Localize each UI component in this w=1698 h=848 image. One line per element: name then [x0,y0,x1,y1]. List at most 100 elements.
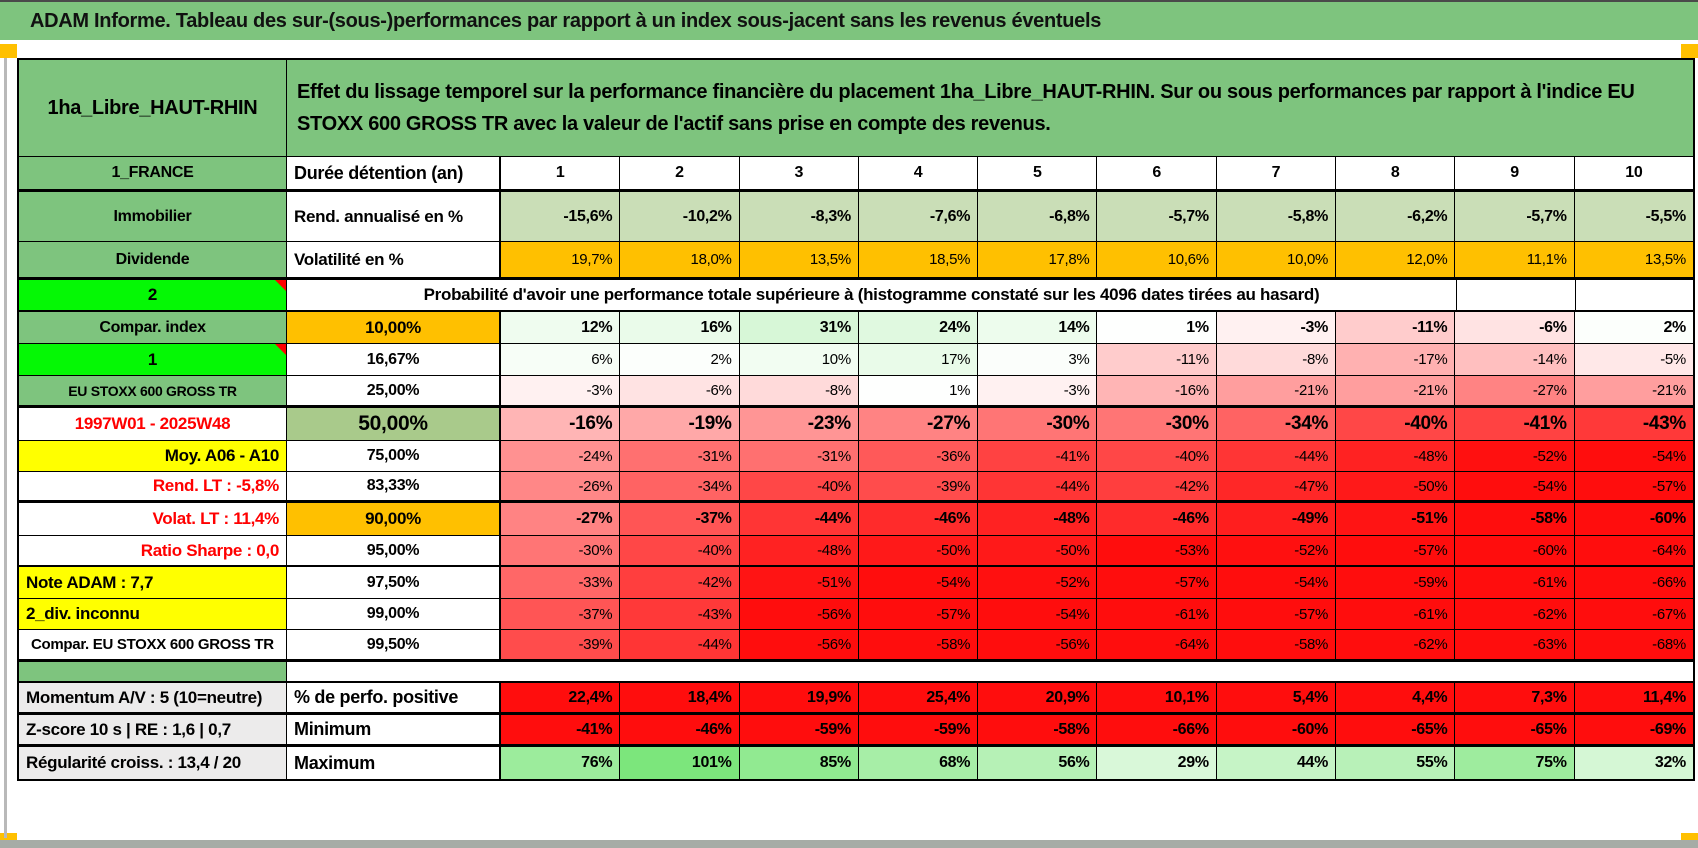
data-cell[interactable]: -6% [620,376,740,405]
data-cell[interactable]: 17,8% [978,242,1098,277]
row-subheader[interactable]: 95,00% [287,536,501,565]
data-cell[interactable]: 8 [1336,157,1456,189]
row-label[interactable]: Rend. LT : -5,8% [19,472,287,500]
data-cell[interactable]: -58% [1455,503,1575,535]
data-cell[interactable]: 3 [740,157,859,189]
row-subheader[interactable]: 50,00% [287,408,501,440]
data-cell[interactable]: 3% [978,344,1098,375]
data-cell[interactable]: 29% [1097,747,1217,779]
data-cell[interactable]: -43% [1574,408,1693,440]
data-cell[interactable]: -40% [620,536,740,565]
data-cell[interactable]: 4,4% [1336,683,1456,712]
empty-cell[interactable] [1576,280,1694,310]
data-cell[interactable]: 76% [501,747,621,779]
data-cell[interactable]: -54% [858,567,979,598]
data-cell[interactable]: -54% [1216,567,1337,598]
row-subheader[interactable]: Maximum [287,747,501,779]
data-cell[interactable]: -5,5% [1574,192,1693,241]
data-cell[interactable]: 18,5% [858,242,979,277]
data-cell[interactable]: -33% [501,567,621,598]
data-cell[interactable]: -47% [1216,472,1337,500]
data-cell[interactable]: 12% [501,312,621,343]
row-subheader[interactable]: 99,00% [287,599,501,629]
data-cell[interactable]: -62% [1336,630,1456,659]
data-cell[interactable]: -48% [739,536,859,565]
data-cell[interactable]: 5,4% [1216,683,1337,712]
data-cell[interactable]: 19,7% [501,242,621,277]
data-cell[interactable]: -34% [1216,408,1337,440]
row-label[interactable]: Régularité croiss. : 13,4 / 20 [19,747,287,779]
row-subheader[interactable]: Durée détention (an) [287,157,501,189]
data-cell[interactable]: -54% [1574,441,1693,471]
data-cell[interactable]: 17% [858,344,979,375]
data-cell[interactable]: -23% [739,408,859,440]
data-cell[interactable]: -59% [858,715,979,744]
data-cell[interactable]: 68% [858,747,979,779]
data-cell[interactable]: -44% [978,472,1098,500]
data-cell[interactable]: -57% [1097,567,1217,598]
data-cell[interactable]: 75% [1455,747,1575,779]
data-cell[interactable]: 10,6% [1097,242,1217,277]
row-label[interactable]: 1997W01 - 2025W48 [19,408,287,440]
row-subheader[interactable]: Minimum [287,715,501,744]
data-cell[interactable]: -59% [739,715,859,744]
data-cell[interactable]: 7 [1217,157,1337,189]
data-cell[interactable]: -63% [1455,630,1575,659]
data-cell[interactable]: -36% [858,441,979,471]
data-cell[interactable]: -26% [501,472,621,500]
data-cell[interactable]: -56% [739,599,859,629]
row-subheader[interactable]: 90,00% [287,503,501,535]
data-cell[interactable]: 10,1% [1097,683,1217,712]
data-cell[interactable]: -40% [739,472,859,500]
data-cell[interactable]: -39% [858,472,979,500]
data-cell[interactable]: 2% [620,344,740,375]
data-cell[interactable]: -44% [739,503,859,535]
data-cell[interactable]: -15,6% [501,192,621,241]
data-cell[interactable]: -5% [1574,344,1693,375]
data-cell[interactable]: 56% [978,747,1098,779]
row-label[interactable]: Compar. index [19,312,287,343]
row-subheader[interactable]: 97,50% [287,567,501,598]
data-cell[interactable]: -37% [620,503,740,535]
data-cell[interactable]: -7,6% [858,192,979,241]
data-cell[interactable]: -6% [1455,312,1575,343]
data-cell[interactable]: -69% [1574,715,1693,744]
data-cell[interactable]: 20,9% [978,683,1098,712]
data-cell[interactable]: -27% [501,503,621,535]
data-cell[interactable]: 101% [620,747,740,779]
data-cell[interactable]: 18,4% [620,683,740,712]
data-cell[interactable]: -6,8% [978,192,1098,241]
data-cell[interactable]: -43% [620,599,740,629]
data-cell[interactable]: -54% [978,599,1098,629]
data-cell[interactable]: -42% [1097,472,1217,500]
row-label[interactable]: 1 [19,344,287,375]
data-cell[interactable]: -66% [1097,715,1217,744]
data-cell[interactable]: -51% [739,567,859,598]
data-cell[interactable]: -66% [1574,567,1693,598]
data-cell[interactable]: -52% [1455,441,1575,471]
data-cell[interactable]: -3% [978,376,1098,405]
data-cell[interactable]: -67% [1574,599,1693,629]
row-label[interactable]: Note ADAM : 7,7 [19,567,287,598]
data-cell[interactable]: -8% [739,376,859,405]
table-description-cell[interactable]: Effet du lissage temporel sur la perform… [287,60,1693,156]
data-cell[interactable]: -68% [1574,630,1693,659]
data-cell[interactable]: -31% [739,441,859,471]
data-cell[interactable]: 2% [1574,312,1693,343]
data-cell[interactable]: 16% [620,312,740,343]
data-cell[interactable]: 32% [1574,747,1693,779]
data-cell[interactable]: -56% [739,630,859,659]
data-cell[interactable]: -37% [501,599,621,629]
data-cell[interactable]: -14% [1455,344,1575,375]
data-cell[interactable]: 11,4% [1574,683,1693,712]
data-cell[interactable]: -65% [1336,715,1456,744]
data-cell[interactable]: -65% [1455,715,1575,744]
data-cell[interactable]: 25,4% [858,683,979,712]
data-cell[interactable]: -6,2% [1336,192,1456,241]
row-label[interactable]: Ratio Sharpe : 0,0 [19,536,287,565]
data-cell[interactable]: -21% [1336,376,1456,405]
data-cell[interactable]: -5,7% [1455,192,1575,241]
data-cell[interactable]: 7,3% [1455,683,1575,712]
row-label[interactable]: EU STOXX 600 GROSS TR [19,376,287,405]
data-cell[interactable]: -30% [1097,408,1217,440]
